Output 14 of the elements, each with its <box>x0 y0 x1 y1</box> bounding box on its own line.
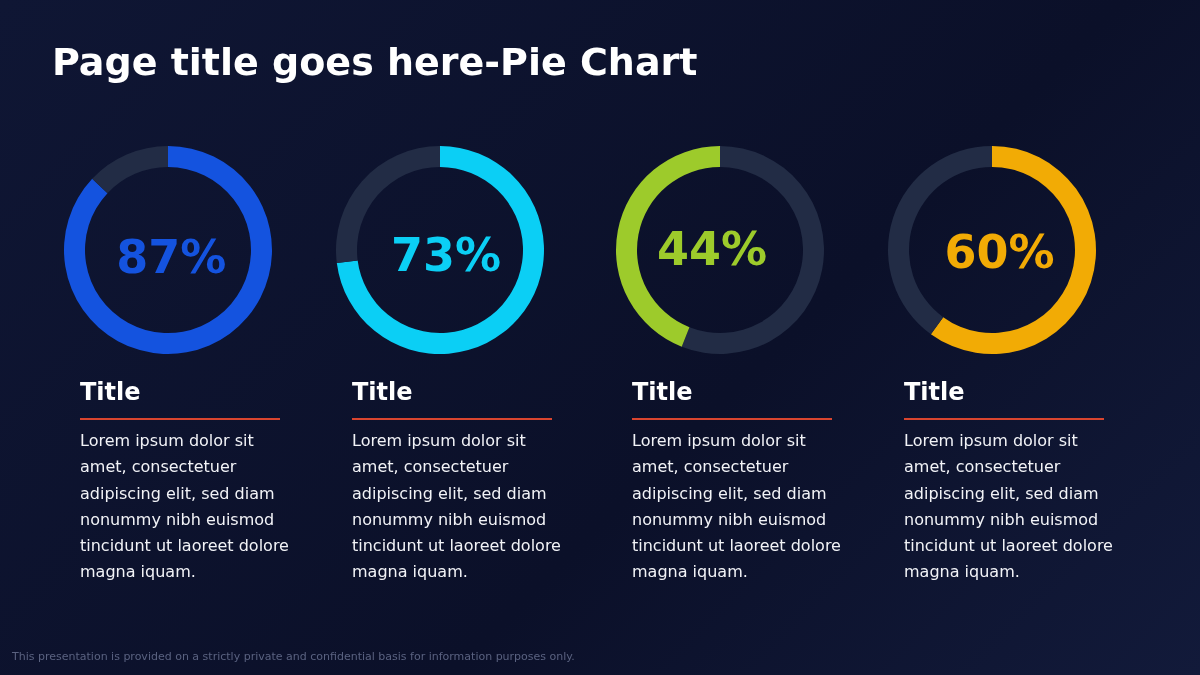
data-label: 44% <box>657 221 768 276</box>
data-label: 87% <box>116 230 227 285</box>
text: This presentation is provided on a strictly private and confidential basis for information purposes only. <box>12 650 575 663</box>
text: Lorem ipsum dolor sit amet, consectetuer adipiscing elit, sed diam nonummy nibh euismod tincidunt ut laoreet dolore magna iquam. <box>80 430 289 584</box>
text: Title <box>904 378 965 406</box>
text: Title <box>632 378 693 406</box>
text: Title <box>352 378 413 406</box>
text: Lorem ipsum dolor sit amet, consectetuer adipiscing elit, sed diam nonummy nibh euismod tincidunt ut laoreet dolore magna iquam. <box>904 430 1113 584</box>
data-label: 73% <box>390 228 502 283</box>
text: Lorem ipsum dolor sit amet, consectetuer adipiscing elit, sed diam nonummy nibh euismod tincidunt ut laoreet dolore magna iquam. <box>352 430 561 584</box>
data-label: 60% <box>944 225 1055 280</box>
text: Title <box>80 378 141 406</box>
text: Lorem ipsum dolor sit amet, consectetuer adipiscing elit, sed diam nonummy nibh euismod tincidunt ut laoreet dolore magna iquam. <box>632 430 841 584</box>
text: Page title goes here-Pie Chart <box>52 40 698 84</box>
